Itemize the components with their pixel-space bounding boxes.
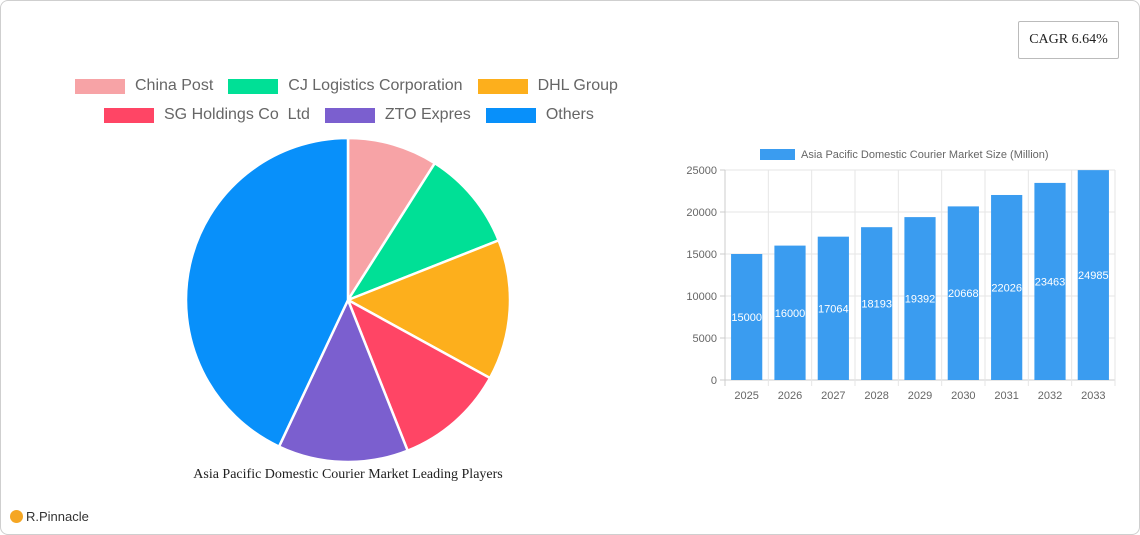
svg-text:5000: 5000 — [693, 333, 717, 345]
svg-text:10000: 10000 — [686, 291, 717, 303]
svg-text:2025: 2025 — [734, 390, 758, 402]
pie-legend-row-2: SG Holdings Co Ltd ZTO Expres Others — [104, 106, 609, 124]
legend-label: SG Holdings Co Ltd — [164, 106, 310, 123]
svg-text:2032: 2032 — [1038, 390, 1062, 402]
svg-text:16000: 16000 — [775, 308, 806, 320]
bar-chart: Asia Pacific Domestic Courier Market Siz… — [686, 149, 1116, 402]
legend-item-others[interactable]: Others — [485, 106, 594, 124]
svg-text:19392: 19392 — [905, 294, 936, 306]
svg-text:18193: 18193 — [861, 299, 892, 311]
pie-chart — [184, 136, 512, 464]
legend-item-sg-holdings[interactable]: SG Holdings Co Ltd — [104, 106, 310, 124]
legend-swatch — [324, 107, 375, 123]
legend-item-dhl-group[interactable]: DHL Group — [477, 77, 618, 95]
bar[interactable] — [774, 245, 806, 380]
legend-swatch — [485, 107, 536, 123]
pie-chart-title: Asia Pacific Domestic Courier Market Lea… — [193, 467, 503, 482]
svg-text:22026: 22026 — [991, 282, 1022, 294]
svg-text:0: 0 — [711, 375, 717, 387]
bar[interactable] — [947, 206, 979, 380]
svg-text:2029: 2029 — [908, 390, 932, 402]
svg-text:2028: 2028 — [864, 390, 888, 402]
pie-slice[interactable] — [345, 297, 492, 453]
svg-text:23463: 23463 — [1035, 276, 1066, 288]
pie-slice[interactable] — [277, 296, 410, 464]
svg-text:2026: 2026 — [778, 390, 802, 402]
bar[interactable] — [904, 217, 936, 380]
svg-text:2027: 2027 — [821, 390, 845, 402]
legend-label: CJ Logistics Corporation — [288, 77, 463, 94]
legend-swatch — [228, 78, 279, 94]
bar[interactable] — [991, 194, 1023, 380]
legend-label: DHL Group — [537, 77, 618, 94]
svg-text:25000: 25000 — [686, 165, 717, 177]
pie-slice[interactable] — [344, 161, 501, 303]
svg-text:2033: 2033 — [1081, 390, 1105, 402]
logo-text: R.Pinnacle — [26, 509, 89, 524]
bar[interactable] — [1077, 170, 1109, 380]
svg-text:20668: 20668 — [948, 288, 979, 300]
bar[interactable] — [861, 227, 893, 380]
pie-legend-row-1: China Post CJ Logistics Corporation DHL … — [75, 77, 633, 95]
legend-item-zto-expres[interactable]: ZTO Expres — [324, 106, 471, 124]
legend-swatch — [104, 107, 154, 123]
legend-label: Others — [545, 106, 594, 123]
bar-legend[interactable]: Asia Pacific Domestic Courier Market Siz… — [760, 149, 1049, 161]
pie-slice[interactable] — [184, 136, 350, 449]
svg-text:20000: 20000 — [686, 207, 717, 219]
pie-slice[interactable] — [346, 136, 437, 305]
logo-icon — [10, 510, 23, 523]
legend-swatch — [477, 78, 528, 94]
legend-item-china-post[interactable]: China Post — [75, 77, 213, 95]
legend-item-cj-logistics[interactable]: CJ Logistics Corporation — [228, 77, 463, 95]
svg-text:Asia Pacific Domestic Courier: Asia Pacific Domestic Courier Market Siz… — [801, 149, 1049, 161]
legend-label: ZTO Expres — [384, 106, 471, 123]
cagr-badge: CAGR 6.64% — [1018, 21, 1119, 59]
svg-text:17064: 17064 — [818, 303, 849, 315]
svg-text:24985: 24985 — [1078, 270, 1109, 282]
brand-logo[interactable]: R.Pinnacle — [10, 509, 89, 524]
pie-slice[interactable] — [345, 238, 512, 380]
svg-text:2030: 2030 — [951, 390, 975, 402]
svg-text:2031: 2031 — [994, 390, 1018, 402]
bar[interactable] — [731, 254, 763, 380]
bar[interactable] — [817, 236, 849, 380]
svg-text:15000: 15000 — [731, 312, 762, 324]
legend-swatch — [75, 78, 125, 94]
legend-label: China Post — [135, 77, 214, 94]
bar[interactable] — [1034, 182, 1066, 380]
svg-text:15000: 15000 — [686, 249, 717, 261]
